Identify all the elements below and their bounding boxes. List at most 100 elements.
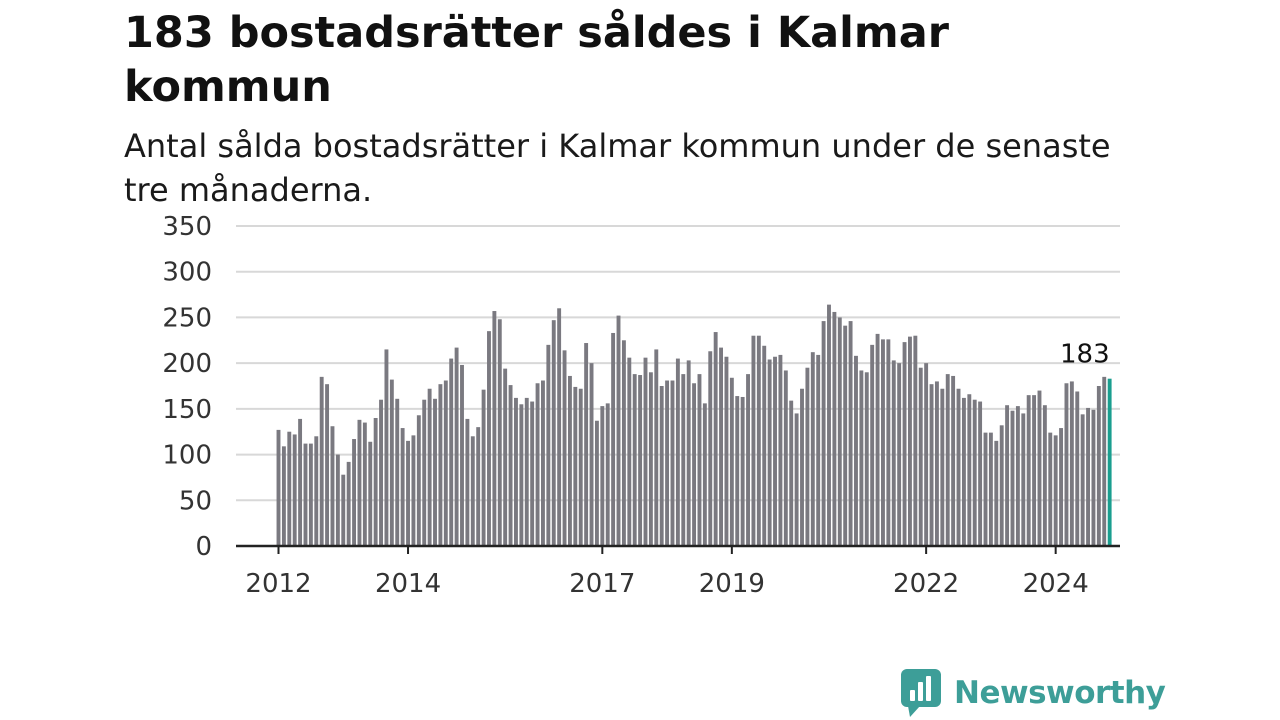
bar [783,370,788,546]
bar [481,389,486,546]
bar [1042,405,1047,546]
bar [864,372,869,546]
bar [584,343,589,546]
bar [762,345,767,546]
page-title: 183 bostadsrätter såldes i Kalmar kommun [124,8,949,112]
bar [654,349,659,546]
bar [800,388,804,546]
y-tick-label: 300 [162,258,212,288]
bar [686,360,691,546]
bar [422,399,427,546]
bar [546,344,551,546]
bar [557,308,562,546]
bar [341,474,346,546]
y-tick-label: 350 [162,212,212,242]
bar [562,350,567,546]
bar [999,425,1004,546]
bar [983,432,988,546]
bar [303,443,308,546]
bar [1059,428,1064,546]
bar [675,358,680,546]
bar [886,339,891,546]
bar [724,356,729,546]
bar [665,380,670,546]
x-tick-label: 2014 [375,569,441,599]
bar [719,347,723,546]
bar [1048,432,1053,546]
bar [1102,376,1107,546]
bar [643,357,648,546]
bar [929,384,934,546]
x-tick-label: 2017 [569,569,635,599]
bar [924,363,929,546]
bar [508,385,513,546]
bar [1075,391,1080,546]
bar [535,383,540,546]
bar [897,363,902,546]
bar [503,368,508,546]
bar [530,401,535,546]
bar [875,333,880,546]
bar [616,315,621,546]
bar [605,403,610,546]
x-tick-label: 2019 [699,569,765,599]
bar [1069,381,1074,546]
bar [1010,410,1015,546]
bar [934,381,939,546]
bar [1096,386,1101,546]
bar [681,374,686,546]
bar [470,436,475,546]
bar [519,404,524,546]
bar [411,435,416,546]
bar [443,380,448,546]
bar [972,399,977,546]
bar [1086,407,1090,546]
bar [870,344,875,546]
bar [551,320,556,546]
bar [659,386,664,546]
bar [373,418,378,546]
y-axis-ticks: 0 50 100 150 200 250 300 350 [162,212,212,562]
bar [789,400,794,546]
bar [670,380,675,546]
bar [611,332,616,546]
y-tick-label: 200 [162,349,212,379]
bar [319,376,324,546]
bar [632,374,637,546]
bar [594,420,599,546]
bar [956,388,961,546]
bar [433,398,437,546]
bar [438,384,443,546]
bar [621,340,626,546]
data-labels: 183 [1060,340,1110,370]
bar [827,304,831,546]
bar [454,347,459,546]
bar [368,441,373,546]
bar [1032,395,1037,546]
brand-name: Newsworthy [954,675,1166,711]
bar [945,374,950,546]
bar [362,422,367,546]
bar [1080,414,1085,546]
bar [967,394,972,546]
bar [859,370,864,546]
bar [648,372,653,546]
bar [994,440,999,546]
bar [1015,406,1020,546]
bar [578,388,583,546]
bar [379,399,383,546]
bar [746,374,750,546]
bar [794,413,799,546]
bar [1037,390,1042,546]
bar [449,358,454,546]
bar [352,439,357,546]
bar [816,354,821,546]
bar [854,355,858,546]
bar [276,429,281,546]
bar [627,357,632,546]
y-tick-label: 0 [195,532,212,562]
bar [497,319,502,546]
last-value-label: 183 [1060,340,1110,370]
x-tick-label: 2024 [1023,569,1089,599]
bar [832,311,837,546]
